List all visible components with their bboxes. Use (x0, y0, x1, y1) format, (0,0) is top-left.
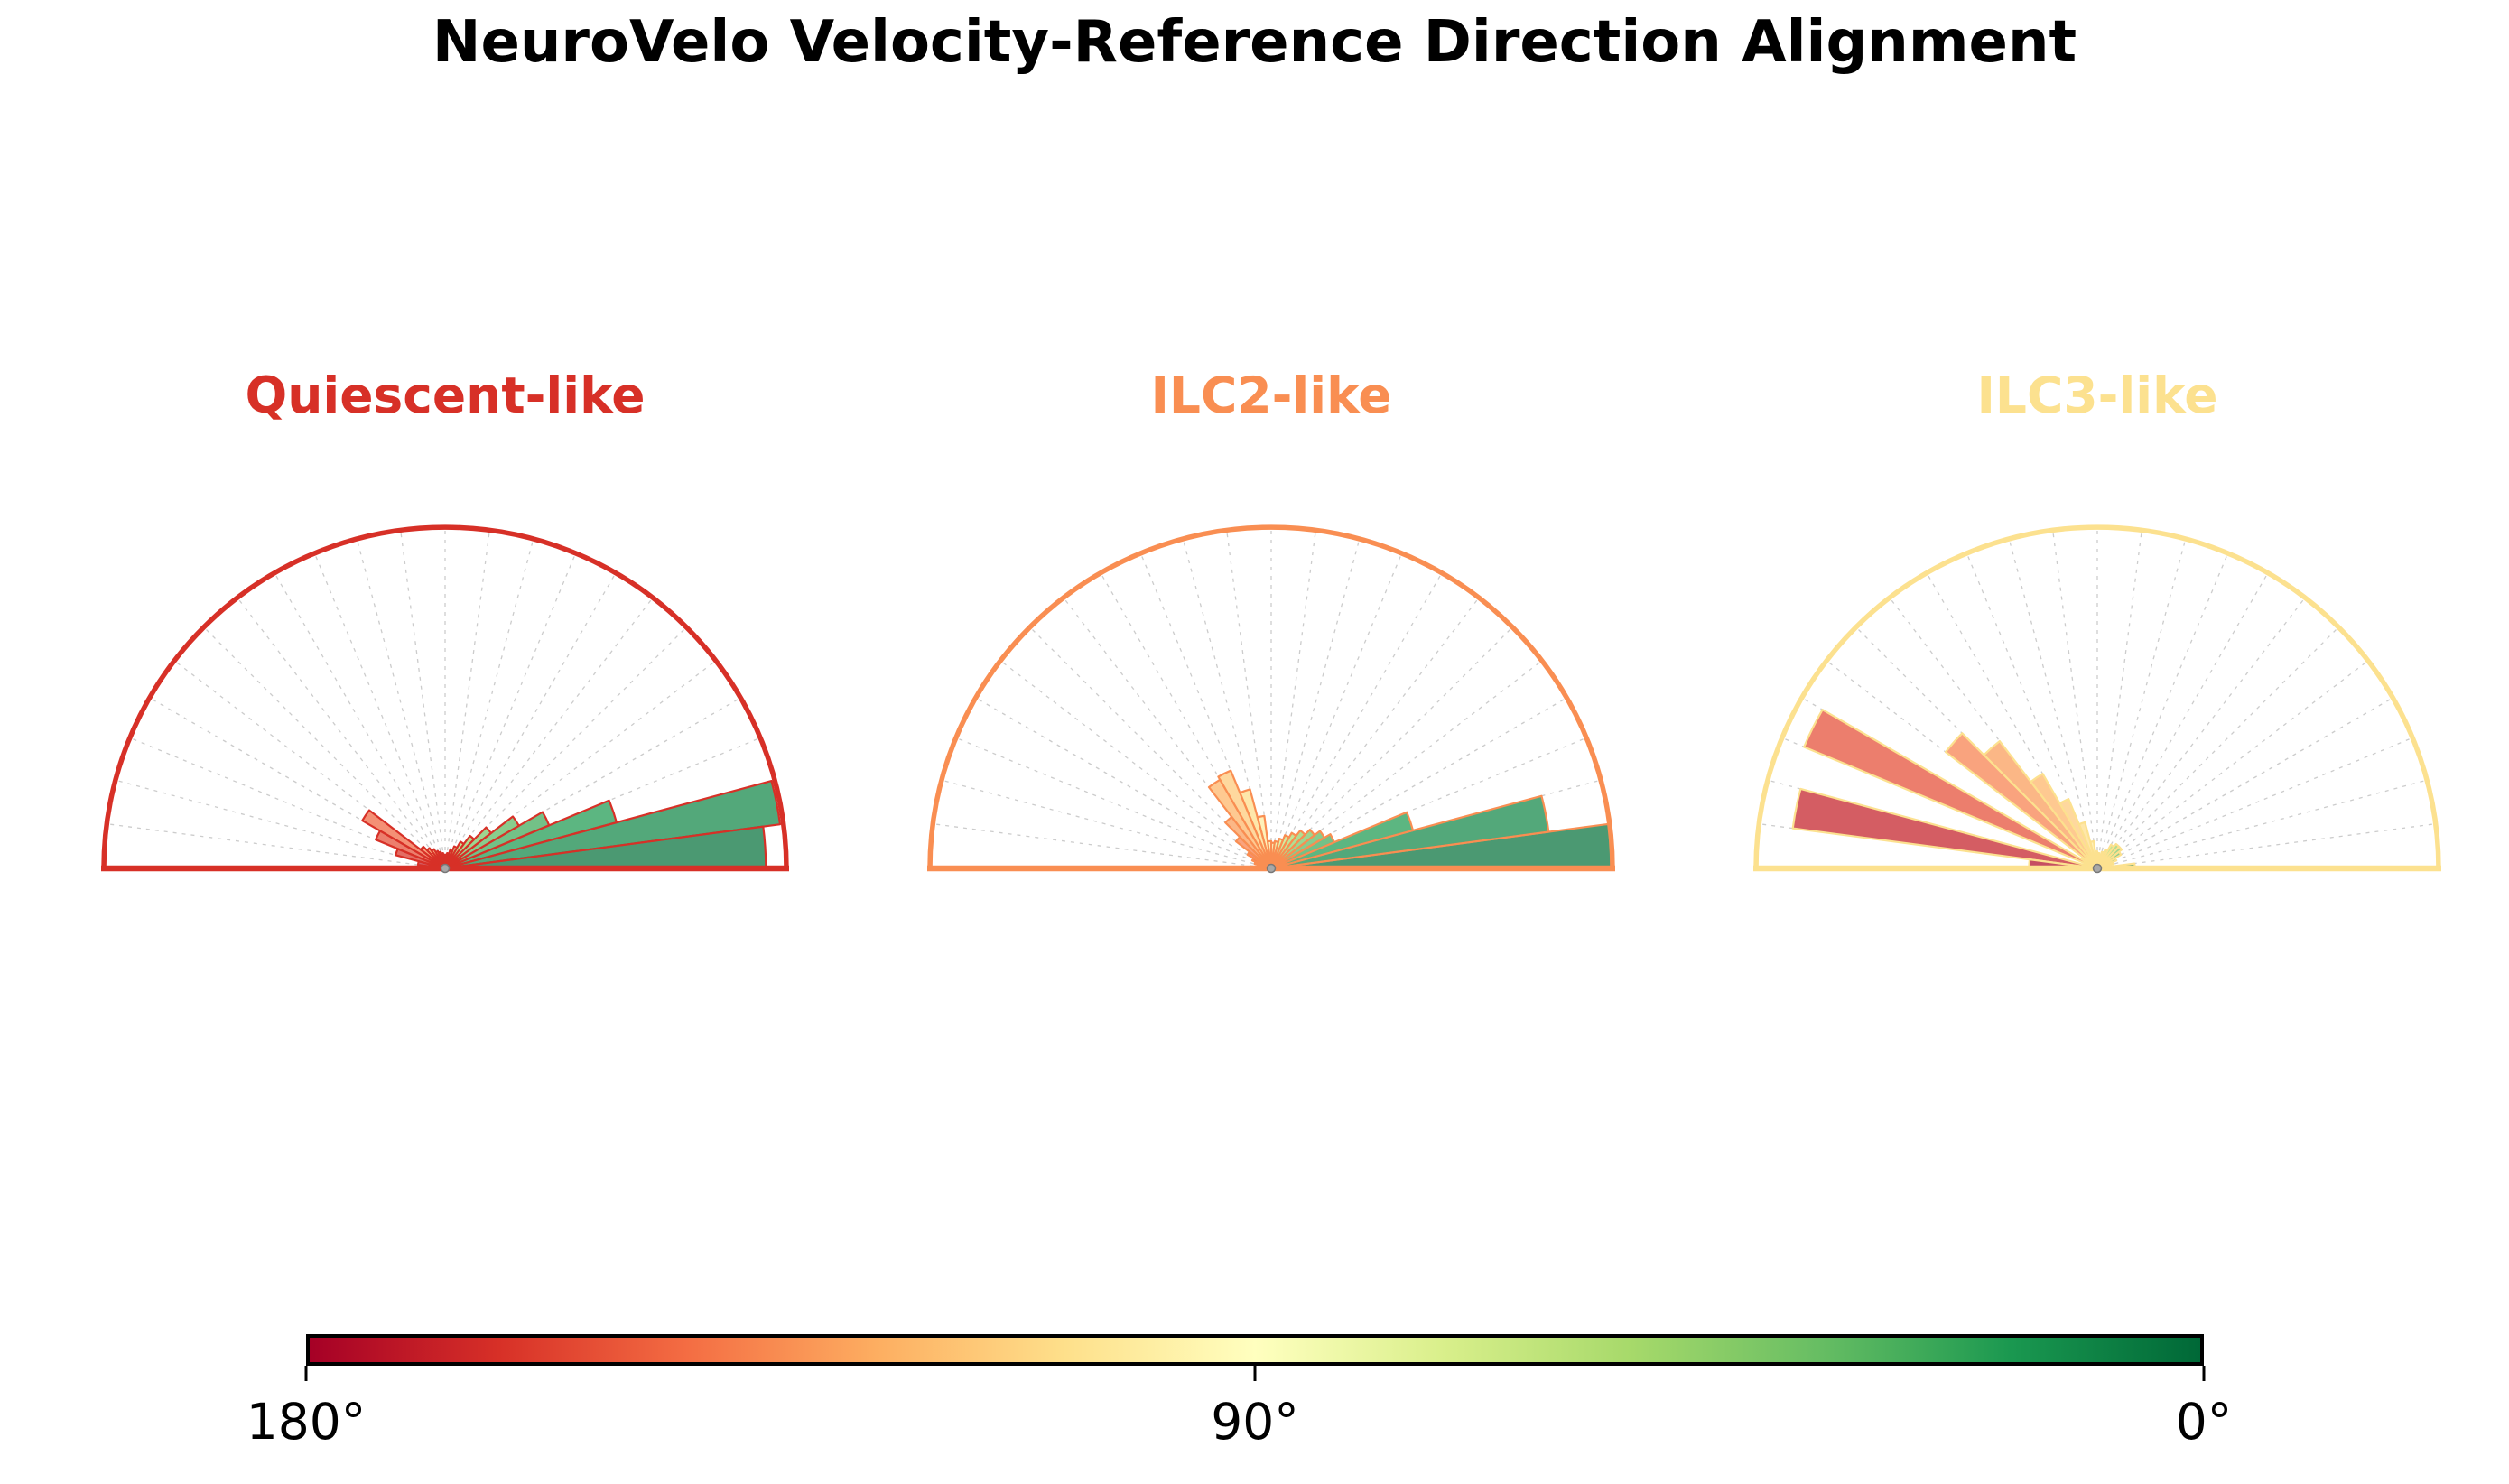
polar-gridline (2096, 779, 2428, 869)
polar-gridline (2096, 597, 2306, 869)
histogram-wedge (1207, 778, 1273, 870)
polar-gridline (115, 779, 446, 869)
polar-gridline (933, 823, 1272, 869)
polar-gridline (999, 660, 1272, 869)
panel-title-ilc2: ILC2-like (1150, 366, 1392, 424)
polar-gridline (2096, 530, 2142, 869)
histogram-wedge (1791, 787, 2099, 870)
polar-gridline (237, 597, 446, 869)
colorbar-tick-0 (2202, 1366, 2206, 1381)
polar-gridline (955, 737, 1272, 869)
polar-gridline (444, 572, 617, 869)
polar-gridline (203, 626, 446, 869)
polar-gridline (2096, 626, 2339, 869)
colorbar-label-0: 0° (2175, 1393, 2233, 1451)
rose-rim-arc (927, 524, 1615, 869)
colorbar-label-90: 90° (1211, 1393, 1299, 1451)
polar-gridline (444, 538, 534, 869)
polar-gridline (941, 779, 1272, 869)
polar-gridline (444, 552, 577, 869)
rose-rim-arc (101, 524, 789, 869)
panel-title-ilc3: ILC3-like (1976, 366, 2218, 424)
origin-dot (2092, 863, 2103, 874)
origin-dot (1266, 863, 1277, 874)
colorbar (306, 1334, 2204, 1366)
polar-gridline (1270, 538, 1361, 869)
origin-dot (440, 863, 451, 874)
colorbar-gradient (310, 1338, 2200, 1362)
polar-gridline (2096, 823, 2436, 869)
polar-gridline (107, 823, 446, 869)
polar-gridline (356, 538, 446, 869)
figure-title: NeuroVelo Velocity-Reference Direction A… (432, 9, 2077, 76)
histogram-wedge (1803, 709, 2099, 870)
polar-gridline (313, 552, 446, 869)
polar-gridline (444, 597, 654, 869)
histogram-wedge (375, 830, 447, 870)
polar-gridline (975, 697, 1272, 869)
polar-gridline (1270, 626, 1513, 869)
polar-gridline (1270, 597, 1480, 869)
polar-gridline (274, 572, 446, 869)
rose-chart-quiescent (101, 524, 789, 874)
rose-chart-ilc2 (927, 524, 1615, 874)
polar-gridline (400, 530, 446, 869)
polar-gridline (2096, 538, 2187, 869)
polar-gridline (444, 530, 490, 869)
histogram-wedge (1945, 732, 2099, 870)
polar-gridline (1270, 530, 1316, 869)
polar-gridline (2008, 538, 2098, 869)
colorbar-label-180: 180° (246, 1393, 367, 1451)
polar-gridline (2096, 660, 2369, 869)
colorbar-tick-180 (304, 1366, 308, 1381)
histogram-wedge (395, 848, 447, 870)
panel-title-quiescent: Quiescent-like (245, 366, 646, 424)
rose-chart-ilc3 (1753, 524, 2441, 874)
polar-gridline (1270, 572, 1443, 869)
colorbar-tick-90 (1253, 1366, 1257, 1381)
polar-gridline (2096, 697, 2393, 869)
polar-gridline (2096, 737, 2413, 869)
polar-gridline (2096, 552, 2229, 869)
polar-gridline (1270, 552, 1403, 869)
polar-gridline (2052, 530, 2098, 869)
rose-rim-arc (1753, 524, 2441, 869)
polar-gridline (2096, 572, 2269, 869)
polar-gridline (1226, 530, 1272, 869)
histogram-wedge (361, 809, 447, 870)
